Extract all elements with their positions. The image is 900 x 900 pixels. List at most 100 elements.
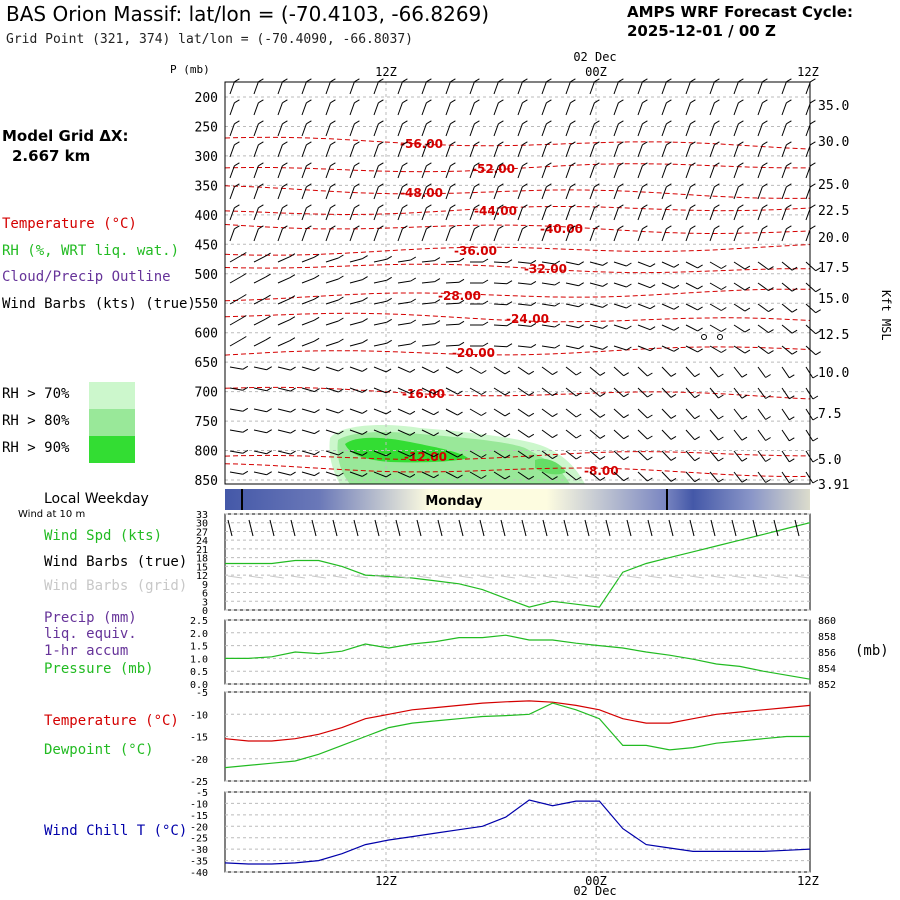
- wind-barb: [253, 276, 266, 284]
- wind-barb-flag: [647, 372, 653, 377]
- wind-barb-flag: [386, 318, 392, 323]
- grid-wind-barb: [605, 575, 621, 579]
- pressure-unit-label: (mb): [855, 643, 889, 659]
- wind-barb-flag: [578, 303, 584, 308]
- wind-barb-flag: [649, 305, 656, 310]
- wind-barb: [277, 366, 291, 371]
- wind-barb: [301, 319, 315, 326]
- wind-barb-flag: [362, 339, 368, 344]
- wind-barb: [709, 366, 719, 378]
- panel-tick-label: 12: [196, 571, 208, 582]
- pressure-tick-label: 400: [195, 209, 218, 224]
- wind-barb-flag: [457, 390, 463, 395]
- grid-wind-barb: [521, 575, 537, 579]
- surface-wind-barb: [773, 519, 779, 537]
- wind-barb-flag: [786, 183, 792, 188]
- wind-barb-flag: [721, 286, 727, 290]
- grid-wind-barb: [647, 575, 663, 579]
- wind-barb-flag: [409, 473, 416, 478]
- wind-barb-flag: [762, 99, 768, 104]
- wind-barb-flag: [306, 204, 312, 209]
- wind-barb: [805, 471, 814, 484]
- legend-rh80-label: RH > 80%: [2, 413, 70, 429]
- wind-barb: [349, 81, 355, 95]
- wind-barb: [349, 279, 363, 284]
- wind-barb: [781, 144, 787, 158]
- wind-barb-flag: [642, 141, 648, 146]
- wind-barb: [541, 387, 553, 397]
- wind-barb-flag: [626, 262, 632, 267]
- wind-barb: [661, 282, 675, 289]
- wind-barb: [589, 186, 595, 200]
- wind-barb-flag: [618, 99, 624, 104]
- wind-barb: [589, 450, 601, 460]
- surface-wind-barb: [542, 519, 548, 537]
- wind-barb: [277, 340, 291, 347]
- wind-barb: [589, 345, 603, 350]
- wind-barb-flag: [786, 99, 792, 104]
- wind-barb-flag: [642, 183, 648, 188]
- wind-barb-flag: [694, 436, 700, 441]
- wind-barb: [613, 450, 625, 461]
- wind-barb-flag: [498, 162, 504, 167]
- forecast-cycle-value: 2025-12-01 / 00 Z: [627, 22, 776, 40]
- wind-barb: [277, 81, 283, 95]
- wind-barb: [277, 123, 283, 137]
- wind-barb: [709, 123, 715, 137]
- wind-barb: [565, 408, 577, 418]
- wind-barb: [541, 345, 555, 349]
- wind-barb: [541, 207, 547, 221]
- wind-barb: [589, 387, 601, 397]
- wind-barb: [637, 228, 643, 242]
- wind-barb-flag: [812, 374, 819, 379]
- wind-barb-flag: [522, 120, 528, 125]
- wind-barb: [445, 81, 451, 95]
- pressure-tick-label: 450: [195, 238, 218, 253]
- wind-barb: [613, 387, 625, 398]
- wind-barb: [685, 303, 698, 311]
- wind-barb: [445, 260, 460, 263]
- pressure-tick-label: 200: [195, 91, 218, 106]
- wind-barb: [757, 429, 767, 441]
- wind-barb-flag: [673, 347, 680, 352]
- wind-barb-flag: [330, 120, 336, 125]
- wind-barb-flag: [457, 453, 463, 458]
- wind-barb-flag: [718, 478, 724, 483]
- wind-barb-flag: [265, 315, 271, 320]
- wind-barb: [685, 165, 691, 179]
- wind-barb-flag: [378, 141, 384, 146]
- wind-barb: [493, 387, 506, 396]
- height-tick-label: 20.0: [818, 231, 849, 246]
- wind-barb-flag: [623, 393, 629, 398]
- wind-barb-flag: [599, 413, 606, 418]
- wind-barb: [517, 366, 530, 375]
- wind-barb-flag: [697, 348, 703, 353]
- wind-barb-flag: [575, 371, 582, 376]
- wind-barb-flag: [647, 456, 653, 461]
- wind-barb-flag: [721, 349, 727, 353]
- wind-barb: [565, 450, 577, 460]
- wind-barb: [685, 102, 691, 116]
- legend-precip: Precip (mm): [44, 610, 137, 626]
- height-tick-label: 25.0: [818, 178, 849, 193]
- wind-barb: [565, 345, 579, 350]
- wind-barb: [709, 144, 715, 158]
- wind-barb-flag: [690, 183, 696, 188]
- wind-barb: [373, 165, 379, 179]
- wind-barb-flag: [402, 99, 408, 104]
- wind-barb: [469, 102, 475, 116]
- wind-barb-flag: [599, 476, 606, 481]
- wind-barb-flag: [258, 120, 264, 125]
- wind-barb-flag: [504, 412, 511, 417]
- pressure-tick-label: 750: [195, 415, 218, 430]
- wind-barb-flag: [241, 294, 247, 298]
- wind-barb-flag: [290, 429, 296, 434]
- wind-barb: [733, 261, 746, 270]
- wind-barb: [709, 261, 722, 269]
- wind-barb-flag: [386, 255, 392, 260]
- wind-barb: [277, 144, 283, 158]
- wind-barb-flag: [626, 283, 632, 288]
- panel-frame: [224, 619, 811, 685]
- pressure-tick-label: 852: [818, 680, 836, 691]
